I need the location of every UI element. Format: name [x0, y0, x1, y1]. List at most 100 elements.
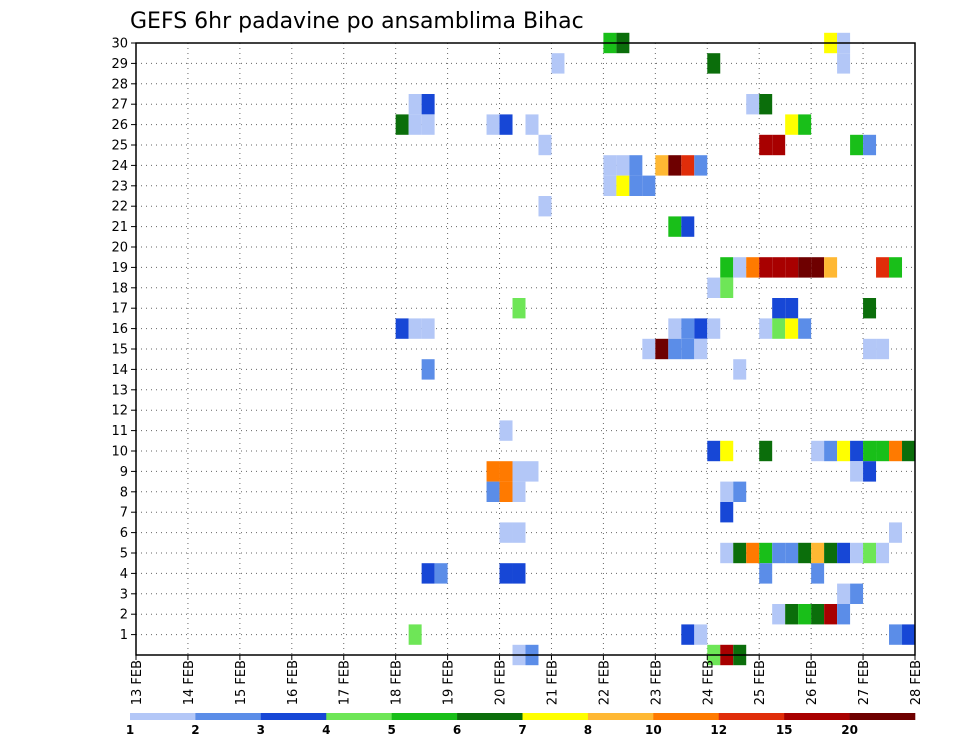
heatmap-cell	[837, 542, 851, 564]
heatmap-cell	[850, 583, 864, 604]
x-tick-label: 24 FEB	[701, 660, 716, 705]
heatmap-cell	[772, 298, 786, 319]
heatmap-cell	[642, 338, 656, 360]
heatmap-cell	[889, 257, 903, 278]
y-tick-label: 7	[120, 506, 128, 521]
heatmap-cell	[408, 114, 422, 135]
y-tick-label: 21	[111, 220, 128, 235]
heatmap-cell	[876, 257, 890, 278]
heatmap-cell	[902, 624, 915, 645]
y-tick-label: 6	[120, 526, 128, 541]
y-axis: 1234567891011121314151617181920212223242…	[111, 37, 136, 643]
x-tick-label: 26 FEB	[805, 660, 820, 705]
heatmap-cell	[642, 175, 656, 196]
colorbar-segment	[130, 713, 196, 720]
heatmap-cell	[629, 175, 643, 196]
heatmap-cell	[421, 563, 435, 584]
y-tick-label: 8	[120, 485, 128, 500]
heatmap-cell	[824, 257, 838, 278]
heatmap-cell	[668, 318, 682, 339]
heatmap-cell	[785, 604, 799, 625]
heatmap-cell	[655, 155, 669, 176]
heatmap-cell	[863, 338, 877, 360]
heatmap-cell	[772, 318, 786, 339]
heatmap-cell	[811, 563, 825, 584]
y-tick-label: 15	[111, 343, 128, 358]
heatmap-cell	[408, 624, 422, 645]
heatmap-cell	[499, 481, 513, 502]
y-tick-label: 9	[120, 465, 128, 480]
heatmap-cell	[798, 114, 812, 135]
y-tick-label: 5	[120, 547, 128, 562]
colorbar: 1 2 3 4 5 6 7 8 10 12 15 20	[126, 713, 916, 737]
heatmap-cell	[889, 440, 903, 462]
heatmap-cell	[681, 318, 695, 339]
heatmap-cells	[395, 32, 915, 666]
y-tick-label: 19	[111, 261, 128, 276]
y-tick-label: 2	[120, 608, 128, 623]
heatmap-cell	[681, 155, 695, 176]
colorbar-segment	[326, 713, 392, 720]
x-tick-label: 19 FEB	[442, 660, 457, 705]
heatmap-cell	[512, 461, 526, 482]
y-tick-label: 25	[111, 139, 128, 154]
y-tick-label: 24	[111, 159, 128, 174]
heatmap-cell	[603, 175, 617, 196]
heatmap-cell	[499, 563, 513, 584]
y-tick-label: 29	[111, 57, 128, 72]
x-tick-label: 14 FEB	[182, 660, 197, 705]
colorbar-label: 2	[191, 723, 199, 737]
y-tick-label: 10	[111, 445, 128, 460]
heatmap-cell	[512, 522, 526, 543]
heatmap-cell	[824, 542, 838, 564]
colorbar-label: 4	[322, 723, 330, 737]
y-tick-label: 16	[111, 322, 128, 337]
heatmap-cell	[720, 277, 734, 298]
x-tick-label: 20 FEB	[494, 660, 509, 705]
x-axis: 13 FEB 14 FEB 15 FEB 16 FEB 17 FEB 18 FEB 19 F…	[130, 655, 924, 705]
colorbar-segment	[784, 713, 850, 720]
heatmap-cell	[720, 257, 734, 278]
y-tick-label: 18	[111, 281, 128, 296]
heatmap-cell	[512, 481, 526, 502]
x-tick-label: 21 FEB	[545, 660, 560, 705]
heatmap-cell	[681, 338, 695, 360]
x-tick-label: 13 FEB	[130, 660, 145, 705]
heatmap-cell	[798, 604, 812, 625]
heatmap-cell	[876, 338, 890, 360]
heatmap-cell	[759, 318, 773, 339]
heatmap-cell	[486, 461, 500, 482]
heatmap-cell	[785, 114, 799, 135]
x-tick-label: 28 FEB	[909, 660, 924, 705]
heatmap-cell	[434, 563, 448, 584]
heatmap-cell	[629, 155, 643, 176]
colorbar-label: 3	[257, 723, 265, 737]
heatmap-cell	[746, 542, 760, 564]
heatmap-cell	[551, 53, 565, 74]
heatmap-cell	[694, 318, 708, 339]
heatmap-cell	[837, 604, 851, 625]
heatmap-cell	[616, 155, 630, 176]
heatmap-cell	[525, 461, 539, 482]
heatmap-cell	[395, 318, 409, 339]
y-tick-label: 20	[111, 241, 128, 256]
y-tick-label: 30	[111, 37, 128, 52]
heatmap-cell	[668, 338, 682, 360]
heatmap-cell	[733, 481, 747, 502]
heatmap-cell	[499, 420, 513, 441]
colorbar-segment	[653, 713, 720, 720]
colorbar-label: 12	[710, 723, 727, 737]
colorbar-segment	[260, 713, 327, 720]
heatmap-cell	[499, 114, 513, 135]
heatmap-cell	[707, 53, 721, 74]
heatmap-cell	[746, 257, 760, 278]
heatmap-cell	[694, 624, 708, 645]
heatmap-cell	[720, 542, 734, 564]
heatmap-cell	[681, 216, 695, 237]
heatmap-cell	[707, 277, 721, 298]
heatmap-cell	[668, 216, 682, 237]
heatmap-cell	[772, 257, 786, 278]
heatmap-cell	[850, 134, 864, 156]
heatmap-cell	[785, 298, 799, 319]
